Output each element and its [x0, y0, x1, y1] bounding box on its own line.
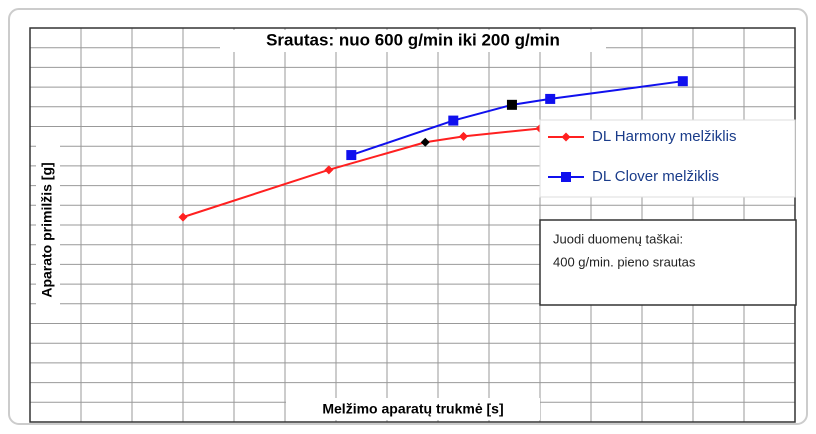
- annotation-box: [539, 219, 797, 306]
- marker: [459, 131, 468, 141]
- marker: [178, 212, 188, 222]
- frame: [8, 8, 808, 425]
- legend-label: DL Clover melžiklis: [592, 168, 719, 185]
- marker: [677, 76, 688, 87]
- marker: [324, 165, 334, 175]
- x-axis-label: Melžimo aparatų trukmė [s]: [322, 401, 503, 417]
- y-axis-label: Aparato primilžis [g]: [39, 162, 55, 297]
- marker: [346, 150, 357, 161]
- marker: [506, 99, 517, 110]
- marker: [545, 93, 556, 104]
- annotation: 400 g/min. pieno srautas: [553, 254, 696, 269]
- marker: [561, 132, 571, 142]
- ylabel-bg: [36, 140, 60, 320]
- marker: [448, 115, 459, 126]
- marker: [420, 137, 430, 147]
- annotation: Juodi duomenų taškai:: [553, 231, 683, 246]
- chart-title: Srautas: nuo 600 g/min iki 200 g/min: [266, 30, 560, 49]
- legend-label: DL Harmony melžiklis: [592, 128, 736, 145]
- xlabel-bg: [286, 398, 540, 420]
- legend-items: DL Harmony melžiklis DL Clover melžiklis: [548, 128, 736, 185]
- title-bg: [220, 30, 606, 52]
- legend: [539, 119, 796, 198]
- marker: [561, 172, 571, 182]
